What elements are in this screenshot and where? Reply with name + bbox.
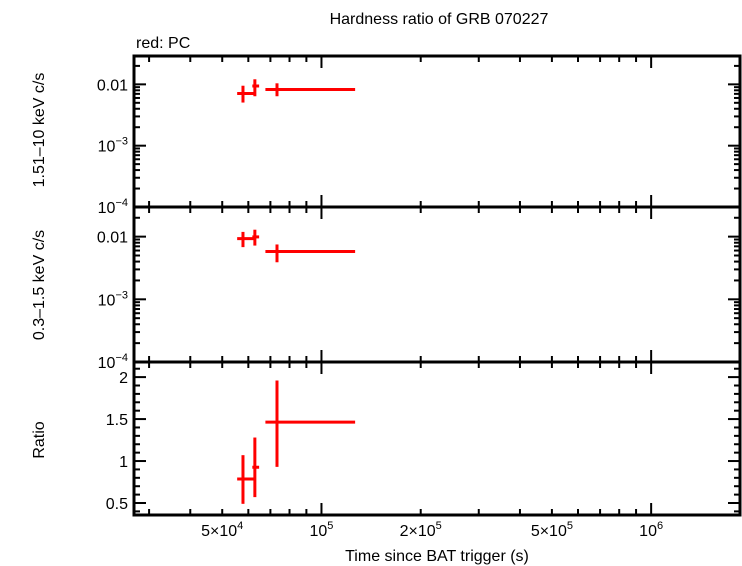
y-tick-label: 1 [119,454,128,471]
y-axis-label: Ratio [31,421,48,458]
y-tick-label: 10−4 [98,197,128,217]
y-tick-label: 0.5 [106,496,128,513]
x-axis-label: Time since BAT trigger (s) [345,548,529,565]
y-tick-label: 10−4 [98,352,128,372]
y-tick-label: 0.01 [97,77,128,94]
y-tick-label: 1.5 [106,412,128,429]
data-point [265,83,356,97]
y-tick-label: 10−3 [98,289,128,309]
panel-frame [132,205,742,364]
data-point [252,229,260,246]
x-tick-label: 106 [639,520,663,540]
data-point [252,437,260,498]
x-tick-label: 5×105 [531,520,573,540]
data-point [265,380,356,467]
panel-frame [132,54,742,209]
panel-frame [132,360,742,517]
y-tick-label: 10−3 [98,136,128,156]
data-point [237,231,255,248]
y-axis-label: 1.51–10 keV c/s [31,73,48,188]
x-tick-label: 5×104 [201,520,243,540]
data-point [237,455,255,504]
y-axis-label: 0.3–1.5 keV c/s [31,230,48,340]
y-tick-label: 0.01 [97,230,128,247]
chart-subtitle: red: PC [136,35,190,52]
x-tick-label: 2×105 [400,520,442,540]
y-tick-label: 2 [119,370,128,387]
data-point [265,244,356,263]
x-tick-label: 105 [310,520,334,540]
data-point [252,79,260,97]
chart-title: Hardness ratio of GRB 070227 [330,11,549,28]
data-point [237,85,255,103]
